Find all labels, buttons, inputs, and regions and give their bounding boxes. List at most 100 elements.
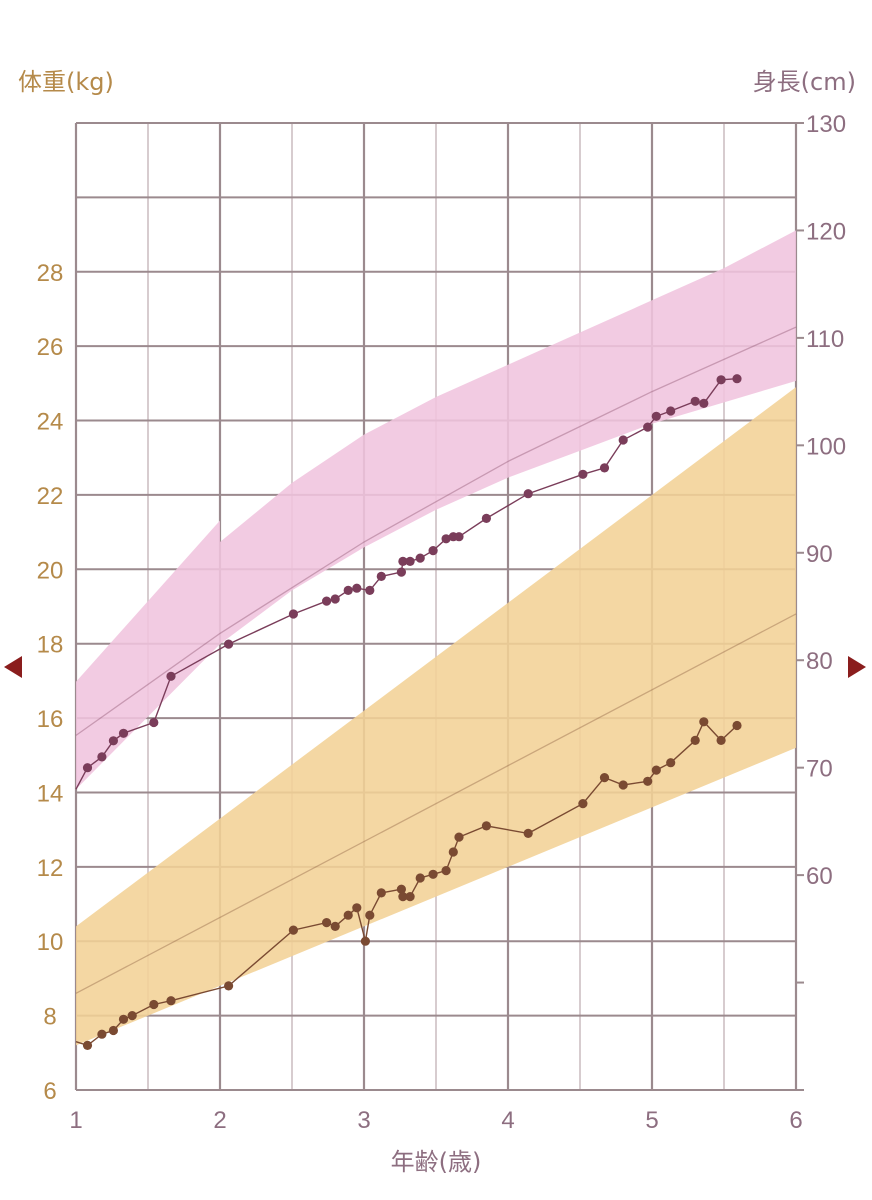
data-series	[75, 326, 797, 1050]
right-tick-label: 130	[806, 111, 846, 138]
weight-data-point	[599, 773, 610, 783]
left-tick-label: 6	[43, 1078, 56, 1105]
weight-data-point	[415, 873, 425, 883]
height-data-point	[288, 609, 298, 619]
weight-data-point	[666, 758, 676, 768]
height_range-band	[220, 230, 796, 645]
reference-bands	[76, 230, 796, 1046]
height-data-point	[352, 583, 362, 593]
weight-data-point	[618, 780, 628, 790]
height-data-point	[716, 375, 726, 385]
height-data-point	[405, 556, 415, 567]
x-tick-label: 3	[357, 1107, 370, 1134]
height-data-point	[690, 396, 700, 406]
weight-median-line	[75, 613, 797, 994]
height-data-point	[149, 717, 159, 728]
height-data-point	[428, 546, 438, 556]
right-tick-label: 60	[806, 863, 833, 890]
right-axis-title: 身長(cm)	[753, 68, 856, 96]
left-tick-label: 26	[37, 334, 64, 361]
height_range-band	[76, 520, 220, 790]
height-data-point	[343, 585, 353, 596]
weight-data-point	[699, 717, 709, 727]
weight-data-point	[428, 869, 438, 879]
weight-data-point	[166, 996, 176, 1006]
height-data-point	[82, 763, 93, 773]
weight-data-point	[224, 981, 234, 991]
x-tick-label: 1	[69, 1107, 82, 1134]
left-tick-label: 28	[37, 260, 64, 287]
triangle-left-icon[interactable]	[4, 656, 22, 678]
weight-data-point	[405, 892, 415, 902]
height-data-point	[643, 422, 653, 432]
weight-data-point	[330, 921, 340, 932]
right-tick-label: 80	[806, 648, 833, 675]
height-data-point	[651, 411, 661, 421]
height-data-point	[398, 556, 408, 567]
height-data-point	[578, 469, 588, 479]
height-data-point	[481, 513, 491, 524]
x-tick-label: 6	[789, 1107, 802, 1134]
left-tick-label: 18	[37, 632, 64, 659]
height-data-point	[415, 553, 425, 563]
height-data-point	[454, 532, 464, 542]
tick-labels: 1 2 3 4 5 66810121416182022242628607080901001…	[37, 111, 846, 1134]
height-data-point	[699, 398, 709, 408]
weight-data-point	[398, 892, 408, 902]
weight-data-point	[690, 735, 700, 746]
weight-data-point	[643, 776, 653, 786]
weight-data-point	[127, 1011, 137, 1021]
triangle-right-icon[interactable]	[848, 656, 866, 678]
height-data-point	[599, 463, 610, 473]
weight-data-point	[376, 888, 386, 898]
height-median-line	[75, 326, 797, 736]
left-tick-label: 16	[37, 706, 64, 733]
weight-data-point	[732, 720, 742, 731]
height-data-point	[118, 728, 129, 738]
x-tick-label: 2	[213, 1107, 226, 1134]
x-axis-title: 年齢(歳)	[391, 1148, 482, 1176]
right-tick-label: 90	[806, 541, 833, 568]
weight-data-point	[448, 847, 458, 857]
left-tick-label: 24	[37, 409, 64, 436]
left-tick-label: 22	[37, 483, 64, 510]
weight-data-point	[523, 828, 533, 839]
right-tick-label: 110	[806, 326, 844, 353]
height-data-point	[523, 489, 533, 499]
height-data-point	[322, 596, 332, 606]
left-tick-label: 12	[37, 855, 64, 882]
height-data-point	[97, 752, 107, 762]
weight-data-point	[651, 765, 661, 775]
height-data-point	[224, 639, 234, 649]
height-data-point	[166, 671, 176, 681]
height-data-point	[666, 406, 676, 416]
height-data-point	[441, 534, 451, 544]
weight-data-point	[118, 1014, 129, 1024]
weight-data-point	[82, 1040, 93, 1050]
height-data-point	[108, 736, 118, 746]
weight-data-point	[360, 936, 370, 946]
height-data-point	[732, 374, 742, 384]
height-data-point	[376, 571, 386, 582]
height-data-point	[330, 594, 340, 604]
weight-data-point	[343, 910, 353, 920]
height-data-point	[396, 567, 406, 577]
weight-data-point	[481, 821, 491, 831]
left-axis-title: 体重(kg)	[18, 68, 114, 96]
weight-data-point	[149, 999, 159, 1010]
x-tick-label: 5	[645, 1107, 658, 1134]
weight-data-point	[454, 832, 464, 842]
weight-data-point	[365, 910, 375, 920]
height-data-point	[365, 585, 375, 596]
weight-data-point	[97, 1029, 107, 1039]
right-tick-label: 70	[806, 756, 833, 783]
right-tick-label: 120	[806, 218, 846, 245]
left-tick-label: 20	[37, 557, 64, 584]
weight-data-point	[352, 903, 362, 913]
weight-data-point	[396, 884, 406, 894]
weight-data-point	[578, 799, 588, 809]
x-tick-label: 4	[501, 1107, 514, 1134]
height-data-point	[618, 435, 628, 445]
weight-data-point	[108, 1025, 118, 1036]
